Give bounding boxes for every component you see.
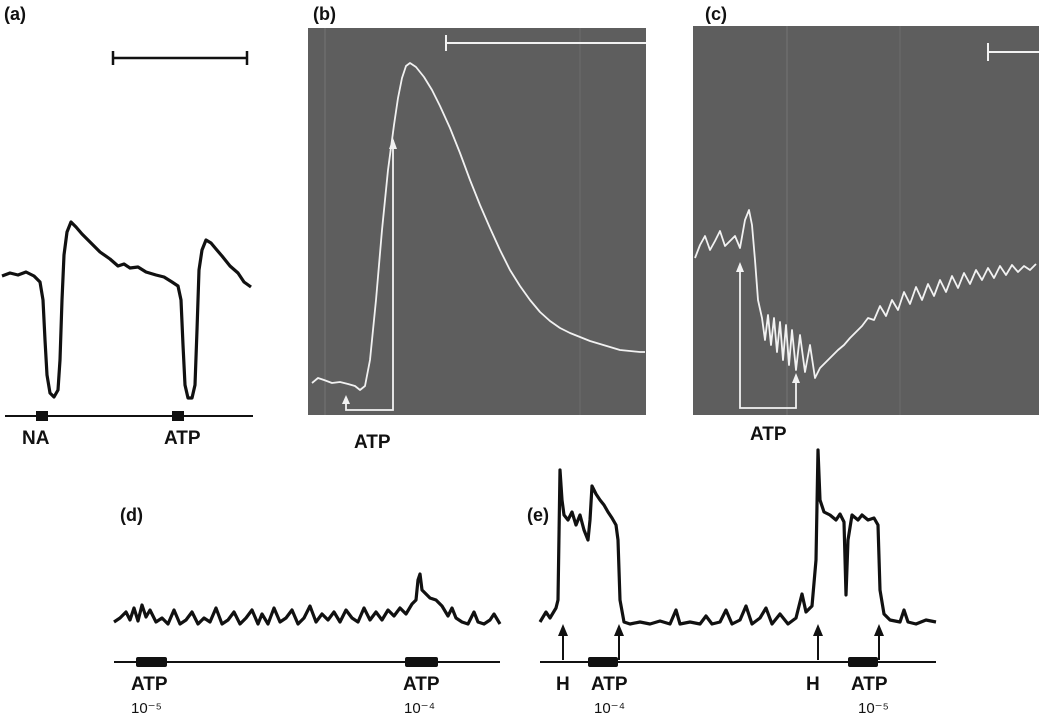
panel-d — [113, 572, 502, 667]
panel-a — [1, 51, 253, 421]
drug-bar-atp-1e-5 — [136, 657, 167, 667]
panel-e — [538, 448, 937, 667]
oscilloscope-b — [308, 28, 646, 415]
stimulus-marker-c — [739, 270, 797, 409]
panel-label-e: (e) — [527, 505, 549, 525]
marker-label-na: NA — [22, 428, 50, 449]
marker-label-atp-e2: ATP — [851, 674, 888, 695]
panel-c — [693, 26, 1039, 415]
marker-label-atp-b: ATP — [354, 432, 391, 453]
scale-bar-c — [987, 43, 1039, 61]
trace-d — [113, 572, 502, 626]
marker-label-h2: H — [806, 674, 820, 695]
marker-label-atp-e1: ATP — [591, 674, 628, 695]
panel-label-a: (a) — [4, 4, 26, 24]
panel-label-c: (c) — [705, 4, 727, 24]
panel-label-d: (d) — [120, 505, 143, 525]
arrow-markers-e — [558, 624, 884, 660]
panel-b — [308, 28, 646, 415]
marker-label-atp-d1: ATP — [131, 674, 168, 695]
scale-bar-b — [445, 35, 646, 51]
marker-label-h1: H — [556, 674, 570, 695]
marker-label-atp-c: ATP — [750, 424, 787, 445]
marker-label-atp-a: ATP — [164, 428, 201, 449]
drug-bar-atp-e2 — [848, 657, 878, 667]
marker-conc-e1: 10⁻⁴ — [594, 700, 626, 717]
drug-bar-atp-a — [172, 411, 184, 421]
marker-conc-d2: 10⁻⁴ — [404, 700, 436, 717]
drug-bar-atp-1e-4 — [405, 657, 438, 667]
marker-label-atp-d2: ATP — [403, 674, 440, 695]
marker-conc-d1: 10⁻⁵ — [131, 700, 162, 717]
drug-bar-atp-e1 — [588, 657, 618, 667]
marker-conc-e2: 10⁻⁵ — [858, 700, 889, 717]
trace-a — [1, 220, 252, 400]
panel-label-b: (b) — [313, 4, 336, 24]
scale-bar-a — [111, 51, 249, 65]
trace-c — [694, 209, 1037, 379]
trace-e — [538, 448, 937, 626]
trace-b — [311, 62, 645, 391]
stimulus-marker-b — [345, 140, 394, 411]
drug-bar-na — [36, 411, 48, 421]
